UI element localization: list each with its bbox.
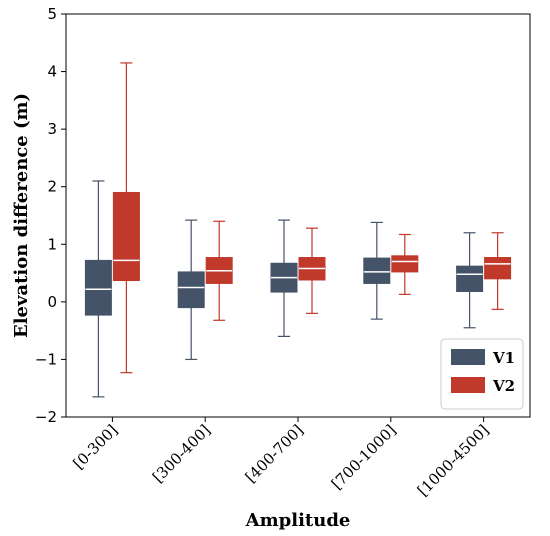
box-v2-1 xyxy=(205,220,233,321)
box-v2-2 xyxy=(298,227,326,314)
y-tick-label: 4 xyxy=(47,63,57,81)
box-v1-1 xyxy=(177,219,205,361)
y-tick-label: 3 xyxy=(47,120,57,138)
legend-label-v2: V2 xyxy=(492,377,515,395)
y-tick-label: −1 xyxy=(35,350,57,368)
box-v2-4 xyxy=(484,232,512,310)
box-iqr xyxy=(484,257,512,280)
y-tick-label: 0 xyxy=(47,293,57,311)
box-v2-3 xyxy=(391,233,419,295)
legend-swatch-v2 xyxy=(451,377,485,393)
x-tick-label: [0-300] xyxy=(70,421,122,473)
box-iqr xyxy=(84,259,112,316)
box-v1-0 xyxy=(84,180,112,398)
legend: V1 V2 xyxy=(440,338,524,410)
y-tick-label: 2 xyxy=(47,178,57,196)
box-series xyxy=(84,62,512,398)
box-iqr xyxy=(391,255,419,273)
box-v1-2 xyxy=(270,219,298,337)
x-tick-label: [1000-4500] xyxy=(414,421,493,500)
y-tick-label: −2 xyxy=(35,408,57,426)
x-tick-label: [700-1000] xyxy=(328,421,400,493)
box-v1-4 xyxy=(456,232,484,329)
x-tick-label: [400-700] xyxy=(242,421,307,486)
legend-swatch-v1 xyxy=(451,349,485,365)
y-axis-ticks: −2 −1 0 1 2 3 4 5 xyxy=(35,5,66,426)
y-axis-title: Elevation difference (m) xyxy=(11,93,32,338)
box-iqr xyxy=(456,265,484,292)
x-axis-title: Amplitude xyxy=(245,510,351,531)
x-axis-ticks: [0-300] [300-400] [400-700] [700-1000] [1000… xyxy=(70,417,493,500)
box-v1-3 xyxy=(363,221,391,320)
box-iqr xyxy=(112,191,140,282)
box-v2-0 xyxy=(112,62,140,374)
legend-label-v1: V1 xyxy=(492,349,515,367)
y-tick-label: 1 xyxy=(47,235,57,253)
box-iqr xyxy=(177,271,205,309)
box-iqr xyxy=(363,257,391,284)
x-tick-label: [300-400] xyxy=(149,421,214,486)
y-tick-label: 5 xyxy=(47,5,57,23)
